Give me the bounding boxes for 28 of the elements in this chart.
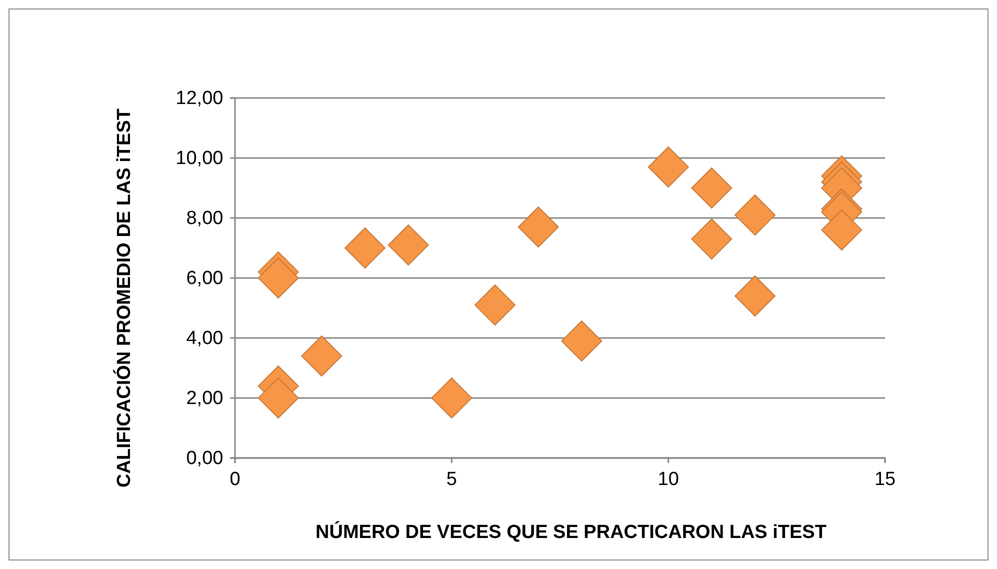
x-tick-label: 0 <box>230 469 240 490</box>
y-tick-label: 10,00 <box>176 148 224 170</box>
point <box>561 320 602 362</box>
point <box>388 224 429 266</box>
point <box>344 228 386 268</box>
point <box>431 378 472 418</box>
y-tick-label: 6,00 <box>186 268 224 290</box>
point <box>691 168 732 208</box>
y-tick-label: 4,00 <box>186 328 224 350</box>
y-tick-label: 0,00 <box>186 448 224 470</box>
point <box>734 194 776 236</box>
point <box>691 218 732 260</box>
y-tick-label: 12,00 <box>176 88 224 110</box>
x-axis-title: NÚMERO DE VECES QUE SE PRACTICARON LAS iTEST <box>316 521 827 543</box>
point <box>474 284 516 326</box>
y-tick-label: 8,00 <box>186 208 224 230</box>
x-tick-label: 10 <box>658 469 679 490</box>
point <box>821 210 862 250</box>
point <box>301 336 342 376</box>
point <box>648 146 689 188</box>
y-tick-label: 2,00 <box>186 388 224 410</box>
point <box>734 276 776 316</box>
point <box>258 258 299 298</box>
x-tick-label: 15 <box>874 469 896 490</box>
y-axis-title: CALIFICACIÓN PROMEDIO DE LAS iTEST <box>113 108 135 488</box>
point <box>518 206 559 248</box>
point <box>258 378 299 418</box>
x-tick-label: 5 <box>446 469 457 490</box>
